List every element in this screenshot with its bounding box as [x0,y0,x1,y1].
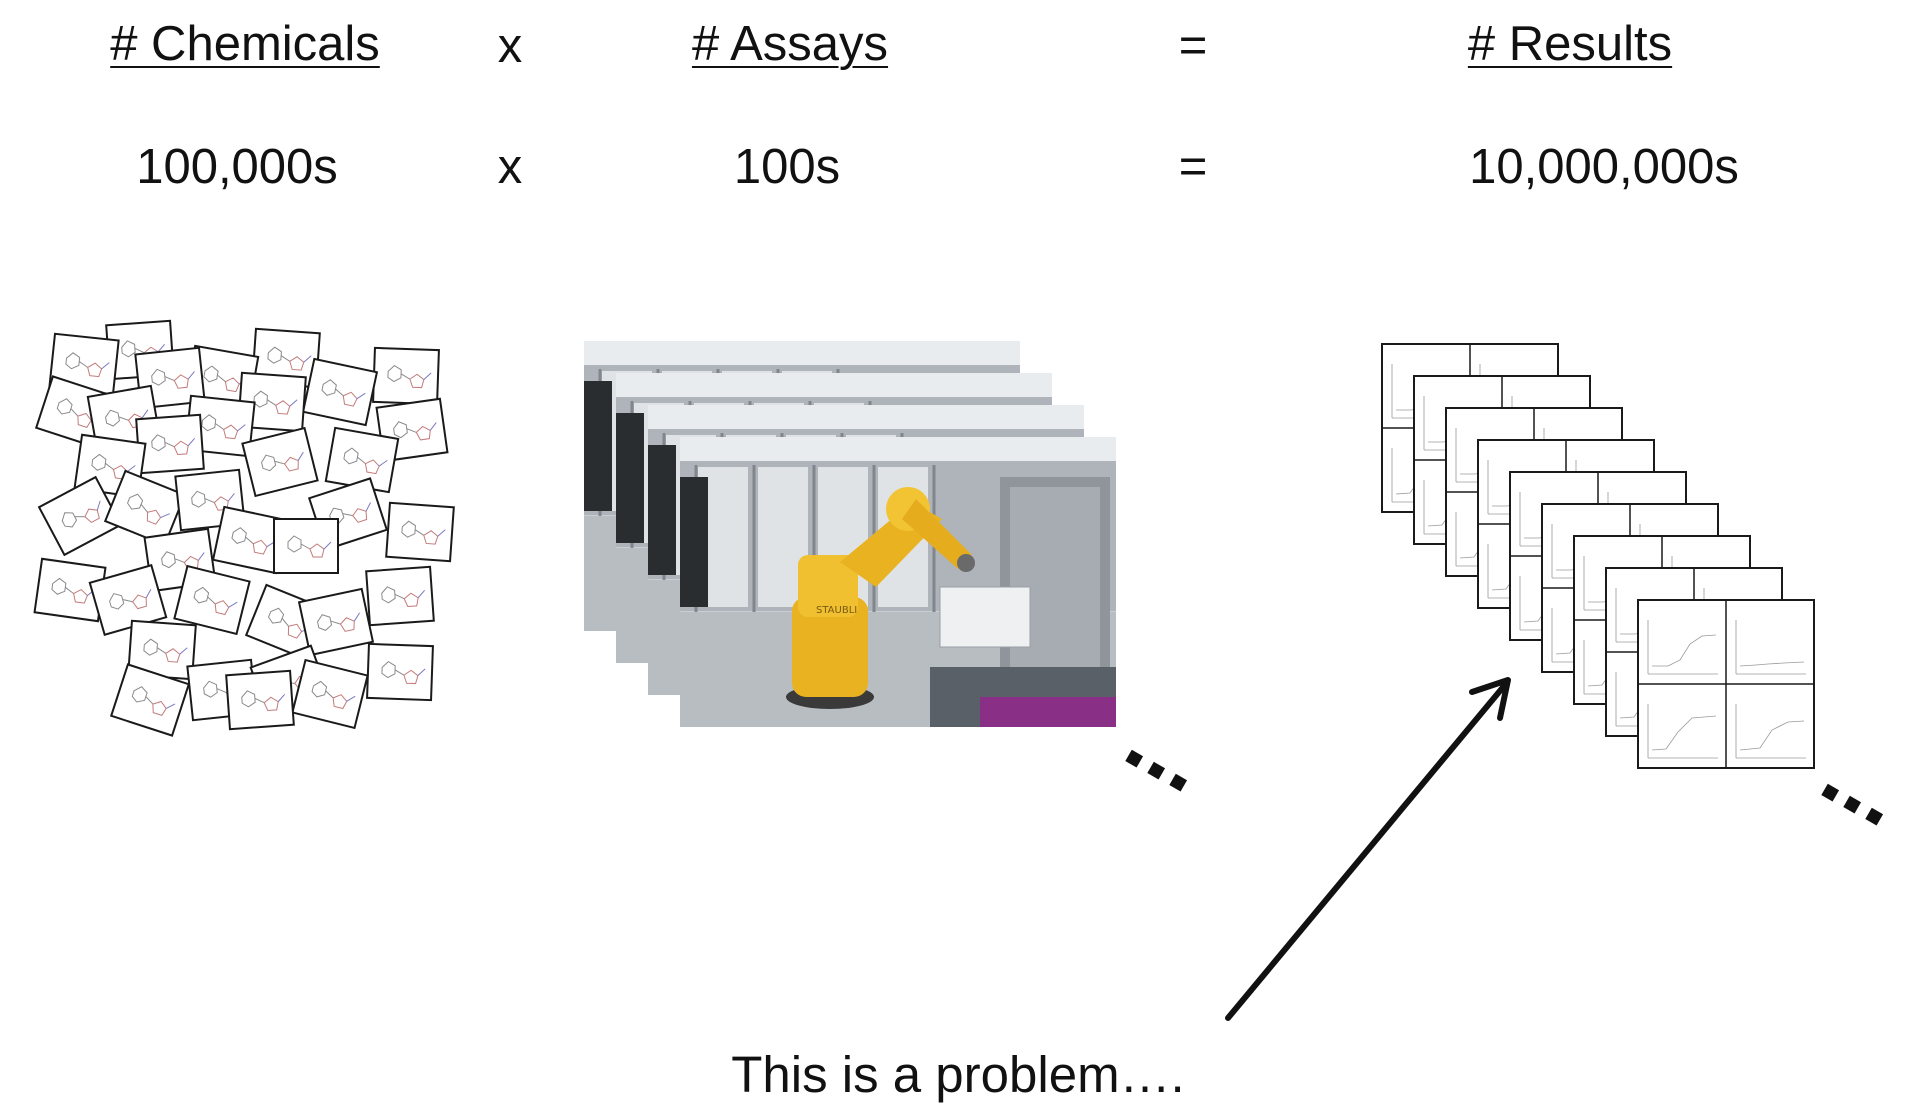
chemicals-heading: # Chemicals [110,17,380,71]
problem-caption: This is a problem…. [731,1046,1185,1103]
chemicals-count: 100,000s [136,140,338,194]
multiply-sign: x [497,140,523,194]
results-count: 10,000,000s [1469,140,1739,194]
ellipsis-icon [1125,749,1188,792]
assays-heading: # Assays [691,17,889,71]
assays-count: 100s [733,140,841,194]
ellipsis-icon [1821,783,1884,826]
results-heading: # Results [1467,17,1673,71]
robot-lab-photo-stack-icon [582,339,1118,729]
multiply-sign: x [497,19,523,73]
result-sheet-stack-icon [1381,343,1815,769]
chemical-structure-cards-icon [33,319,455,737]
arrow-icon [1225,677,1511,1021]
equals-sign: = [1178,19,1208,73]
equals-sign: = [1178,140,1208,194]
